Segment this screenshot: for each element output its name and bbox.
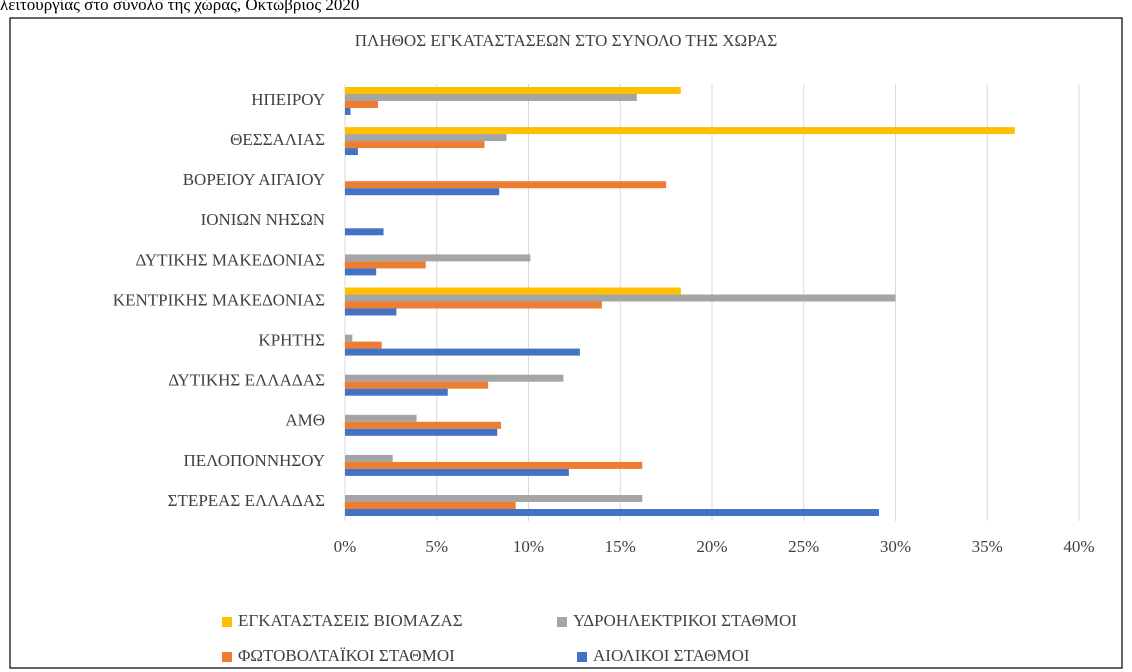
bar xyxy=(345,127,1015,135)
chart-title: ΠΛΗΘΟΣ ΕΓΚΑΤΑΣΤΑΣΕΩΝ ΣΤΟ ΣΥΝΟΛΟ ΤΗΣ ΧΩΡΑ… xyxy=(355,31,778,50)
bar xyxy=(345,261,426,269)
bar xyxy=(345,348,580,356)
bar xyxy=(345,495,643,502)
y-tick-label: ΑΜΘ xyxy=(285,411,325,430)
bar xyxy=(345,108,351,115)
bar xyxy=(345,294,896,302)
bar xyxy=(345,188,500,196)
y-tick-label: ΚΕΝΤΡΙΚΗΣ ΜΑΚΕΔΟΝΙΑΣ xyxy=(113,290,325,309)
x-tick-label: 15% xyxy=(605,537,636,556)
bar xyxy=(345,181,667,189)
bar xyxy=(345,148,358,156)
bar xyxy=(345,141,485,149)
bar xyxy=(345,374,564,382)
legend-swatch xyxy=(222,617,232,627)
bar xyxy=(345,254,531,262)
x-tick-label: 40% xyxy=(1063,537,1094,556)
y-tick-label: ΒΟΡΕΙΟΥ ΑΙΓΑΙΟΥ xyxy=(183,170,325,189)
bar xyxy=(345,228,384,236)
y-tick-label: ΔΥΤΙΚΗΣ ΜΑΚΕΔΟΝΙΑΣ xyxy=(136,250,326,269)
x-tick-label: 0% xyxy=(334,537,357,556)
bar xyxy=(345,414,417,422)
x-tick-label: 35% xyxy=(972,537,1003,556)
legend-label: ΦΩΤΟΒΟΛΤΑΪΚΟΙ ΣΤΑΘΜΟΙ xyxy=(238,646,455,665)
bar xyxy=(345,502,516,509)
bar xyxy=(345,388,448,396)
bar xyxy=(345,341,382,349)
bar xyxy=(345,461,643,469)
caption: λειτουργίας στο σύνολο της χώρας, Οκτώβρ… xyxy=(0,0,359,14)
x-tick-label: 30% xyxy=(880,537,911,556)
y-tick-label: ΠΕΛΟΠΟΝΝΗΣΟΥ xyxy=(183,451,325,470)
bar xyxy=(345,421,501,429)
bar xyxy=(345,134,507,142)
bar xyxy=(345,381,489,389)
bar xyxy=(345,287,681,295)
bar xyxy=(345,334,353,342)
y-tick-label: ΗΠΕΙΡΟΥ xyxy=(251,90,325,109)
bar xyxy=(345,509,879,516)
x-tick-label: 20% xyxy=(696,537,727,556)
bar xyxy=(345,454,393,462)
legend-label: ΥΔΡΟΗΛΕΚΤΡΙΚΟΙ ΣΤΑΘΜΟΙ xyxy=(573,611,797,630)
bar xyxy=(345,428,498,436)
x-tick-label: 10% xyxy=(513,537,544,556)
x-tick-label: 5% xyxy=(425,537,448,556)
y-tick-label: ΣΤΕΡΕΑΣ ΕΛΛΑΔΑΣ xyxy=(168,491,325,510)
x-tick-label: 25% xyxy=(788,537,819,556)
bar xyxy=(345,101,379,108)
y-tick-label: ΔΥΤΙΚΗΣ ΕΛΛΑΔΑΣ xyxy=(168,371,325,390)
legend-label: ΑΙΟΛΙΚΟΙ ΣΤΑΘΜΟΙ xyxy=(593,646,750,665)
y-tick-label: ΘΕΣΣΑΛΙΑΣ xyxy=(230,130,325,149)
bar xyxy=(345,468,569,476)
bar xyxy=(345,301,602,309)
legend-swatch xyxy=(557,617,567,627)
legend-label: ΕΓΚΑΤΑΣΤΑΣΕΙΣ ΒΙΟΜΑΖΑΣ xyxy=(238,611,463,630)
chart-frame xyxy=(9,17,1123,669)
bar xyxy=(345,308,397,316)
bar xyxy=(345,87,681,94)
legend-swatch xyxy=(222,652,232,662)
y-tick-label: ΙΟΝΙΩΝ ΝΗΣΩΝ xyxy=(201,210,325,229)
y-tick-label: ΚΡΗΤΗΣ xyxy=(258,331,325,350)
bar xyxy=(345,268,377,276)
bar xyxy=(345,94,637,101)
legend-swatch xyxy=(577,652,587,662)
